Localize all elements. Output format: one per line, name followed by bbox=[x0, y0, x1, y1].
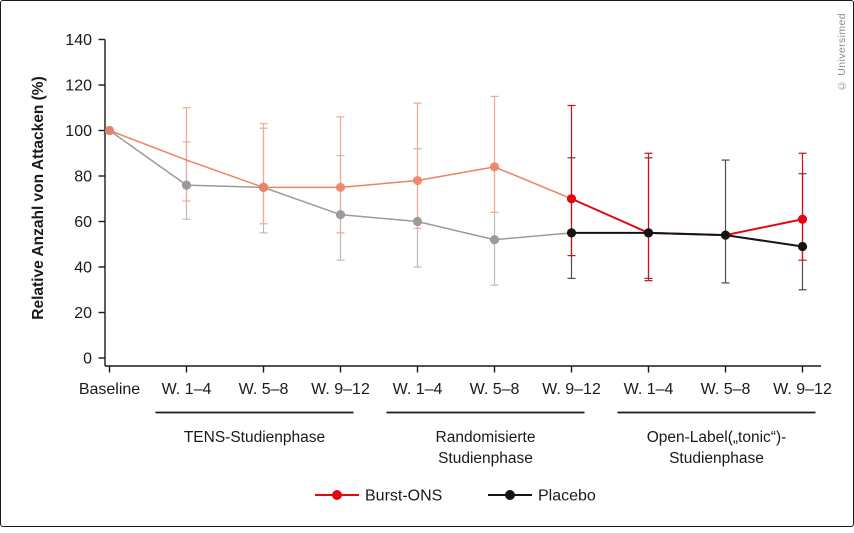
y-tick-label: 20 bbox=[74, 305, 92, 322]
y-tick-label: 120 bbox=[65, 78, 92, 95]
y-tick-label: 80 bbox=[74, 169, 92, 186]
legend-marker-icon bbox=[505, 490, 515, 500]
series-line-burst-ons bbox=[571, 197, 803, 237]
legend-item-burst-ons: Burst-ONS bbox=[315, 488, 442, 505]
x-tick-label: Baseline bbox=[79, 381, 140, 398]
phase-label: Randomisierte bbox=[436, 429, 536, 446]
legend-label: Placebo bbox=[538, 488, 596, 505]
phase-label: Studienphase bbox=[438, 450, 533, 467]
phase-label: Open-Label(„tonic“)- bbox=[647, 429, 787, 446]
error-bars-burst-ons bbox=[182, 95, 807, 282]
y-tick-label: 100 bbox=[65, 123, 92, 140]
phase-group: Randomisierte Studienphase bbox=[386, 411, 585, 467]
phase-label: TENS-Studienphase bbox=[184, 429, 325, 446]
x-axis: Baseline W. 1–4 W. 5–8 W. 9–12 W. 1–4 W. 5–8 W… bbox=[79, 365, 832, 398]
x-tick-label: W. 5–8 bbox=[239, 381, 289, 398]
x-tick-label: W. 5–8 bbox=[470, 381, 520, 398]
watermark: © Universimed bbox=[836, 13, 848, 92]
y-tick-label: 0 bbox=[83, 351, 92, 368]
phase-group: TENS-Studienphase bbox=[155, 411, 354, 446]
x-tick-label: W. 1–4 bbox=[624, 381, 674, 398]
legend-item-placebo: Placebo bbox=[488, 488, 596, 505]
y-tick-label: 40 bbox=[74, 260, 92, 277]
x-tick-label: W. 5–8 bbox=[701, 381, 751, 398]
phase-group: Open-Label(„tonic“)- Studienphase bbox=[617, 411, 816, 467]
markers-burst-ons bbox=[566, 194, 808, 238]
y-tick-label: 60 bbox=[74, 214, 92, 231]
x-tick-label: W. 9–12 bbox=[542, 381, 601, 398]
x-tick-label: W. 9–12 bbox=[773, 381, 832, 398]
phase-label: Studienphase bbox=[669, 450, 764, 467]
legend-label: Burst-ONS bbox=[365, 488, 442, 505]
x-tick-label: W. 9–12 bbox=[311, 381, 370, 398]
x-tick-label: W. 1–4 bbox=[162, 381, 212, 398]
y-axis: 0 20 40 60 80 100 120 140 Relative Anzahl von At… bbox=[30, 32, 106, 368]
y-axis-title: Relative Anzahl von Attacken (%) bbox=[30, 76, 47, 319]
series-line-placebo bbox=[571, 231, 803, 248]
x-tick-label: W. 1–4 bbox=[393, 381, 443, 398]
markers-burst-ons bbox=[104, 125, 500, 192]
markers-placebo bbox=[566, 228, 808, 252]
legend-marker-icon bbox=[332, 490, 342, 500]
y-tick-label: 140 bbox=[65, 32, 92, 49]
legend: Burst-ONS Placebo bbox=[315, 488, 596, 505]
